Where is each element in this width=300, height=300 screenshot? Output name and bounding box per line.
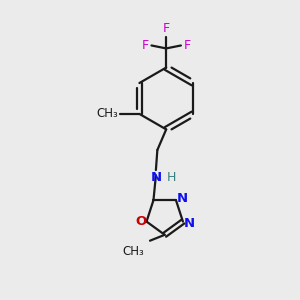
Text: H: H — [167, 171, 176, 184]
Text: N: N — [184, 217, 195, 230]
Text: F: F — [163, 22, 170, 35]
Text: F: F — [142, 39, 149, 52]
Text: N: N — [150, 171, 161, 184]
Text: O: O — [136, 215, 147, 228]
Text: N: N — [177, 192, 188, 205]
Text: CH₃: CH₃ — [122, 245, 144, 258]
Text: F: F — [183, 39, 190, 52]
Text: CH₃: CH₃ — [96, 107, 118, 120]
